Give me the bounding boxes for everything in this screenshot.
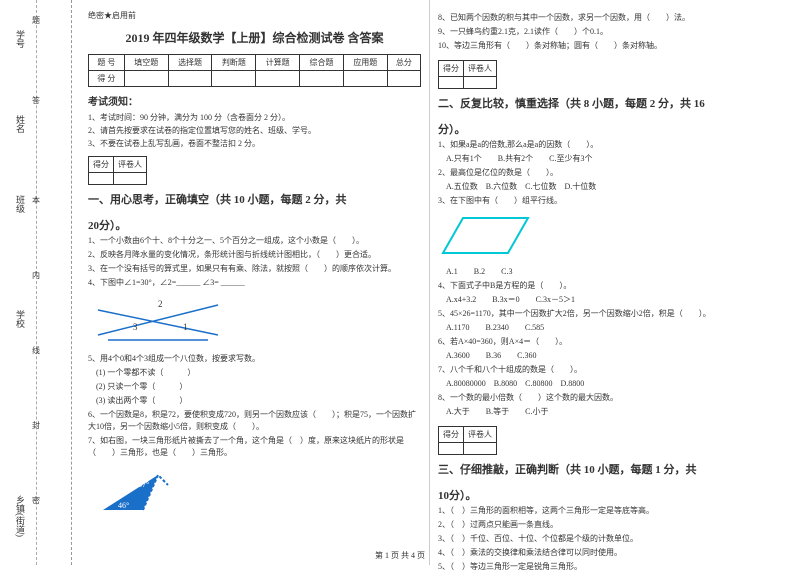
q3-3: 3、（ ）千位、百位、十位、个位都是个级的计数单位。 — [438, 533, 772, 545]
q1-2: 2、反映各月降水量的变化情况，条形统计图与折线统计图相比，（ ）更合适。 — [88, 249, 421, 261]
q2-7o: A.80080000 B.8080 C.80800 D.8800 — [438, 378, 772, 390]
th-7: 总分 — [387, 55, 420, 71]
confidential-label: 绝密★启用前 — [88, 10, 421, 21]
td-0: 得 分 — [89, 71, 125, 87]
th-3: 判断题 — [212, 55, 256, 71]
notice-item: 3、不要在试卷上乱写乱画，卷面不整洁扣 2 分。 — [88, 138, 421, 151]
q2-3o: A.1 B.2 C.3 — [438, 266, 772, 278]
svg-text:1: 1 — [183, 322, 188, 332]
q2-8o: A.大于 B.等于 C.小于 — [438, 406, 772, 418]
table-row: 得 分 — [89, 71, 421, 87]
scorebox-right: 评卷人 — [114, 157, 147, 173]
th-1: 填空题 — [124, 55, 168, 71]
scorebox-right3: 评卷人 — [464, 427, 497, 443]
side-mark-1: 答 — [32, 95, 40, 106]
q2-5o: A.1170 B.2340 C.585 — [438, 322, 772, 334]
scorebox-left3: 得分 — [439, 427, 464, 443]
scorebox-right2: 评卷人 — [464, 61, 497, 77]
binding-sidebar: 学号 姓名 班级 学校 乡镇(街道) 题 答 本 内 线 封 密 — [0, 0, 72, 565]
side-label-class: 班级 — [14, 195, 27, 213]
q1-1: 1、一个小数由6个十、8个十分之一、5个百分之一组成，这个小数是（ ）。 — [88, 235, 421, 247]
th-0: 题 号 — [89, 55, 125, 71]
side-label-xuehao: 学号 — [14, 30, 27, 48]
q2-6: 6、若A×40=360，则A×4＝（ ）。 — [438, 336, 772, 348]
side-label-town: 乡镇(街道) — [14, 495, 27, 537]
score-table: 题 号 填空题 选择题 判断题 计算题 综合题 应用题 总分 得 分 — [88, 54, 421, 87]
section3-title: 三、仔细推敲，正确判断（共 10 小题，每题 1 分，共 — [438, 464, 697, 476]
q1-7: 7、如右图，一块三角形纸片被撕去了一个角，这个角是（ ）度，原来这块纸片的形状是… — [88, 435, 421, 459]
score-mini-box-2: 得分评卷人 — [438, 60, 497, 89]
section1-title: 一、用心思考，正确填空（共 10 小题，每题 2 分，共 — [88, 194, 347, 206]
th-2: 选择题 — [168, 55, 212, 71]
q2-5: 5、45×26=1170，其中一个因数扩大2倍，另一个因数缩小2倍，积是（ ）。 — [438, 308, 772, 320]
side-label-name: 姓名 — [14, 115, 27, 133]
page-footer: 第 1 页 共 4 页 — [375, 550, 425, 561]
score-mini-box-3: 得分评卷人 — [438, 426, 497, 455]
scorebox-left2: 得分 — [439, 61, 464, 77]
right-column: 8、已知两个因数的积与其中一个因数，求另一个因数，用（ ）法。 9、一只蜂鸟约重… — [430, 0, 780, 565]
svg-text:67°: 67° — [138, 480, 149, 489]
side-mark-0: 题 — [32, 15, 40, 26]
q1-4: 4、下图中∠1=30°，∠2=______ ∠3= ______ — [88, 277, 421, 289]
q2-6o: A.3600 B.36 C.360 — [438, 350, 772, 362]
notice-head: 考试须知： — [88, 93, 421, 108]
svg-text:3: 3 — [133, 322, 138, 332]
notice-item: 2、请首先按要求在试卷的指定位置填写您的姓名、班级、学号。 — [88, 125, 421, 138]
section2-title2: 分）。 — [438, 121, 772, 137]
q1-10: 10、等边三角形有（ ）条对称轴；圆有（ ）条对称轴。 — [438, 40, 772, 52]
q1-6: 6、一个因数是8，积是72，要使积变成720，则另一个因数应该（ ）；积是75，… — [88, 409, 421, 433]
q2-4o: A.x4+3.2 B.3x＝0 C.3x－5＞1 — [438, 294, 772, 306]
q2-4: 4、下面式子中B是方程的是（ ）。 — [438, 280, 772, 292]
parallelogram-diagram — [438, 213, 538, 258]
triangle-diagram: 67° 46° — [88, 465, 178, 515]
q1-5: 5、用4个0和4个3组成一个八位数，按要求写数。 — [88, 353, 421, 365]
side-label-school: 学校 — [14, 310, 27, 328]
notice-item: 1、考试时间：90 分钟，满分为 100 分（含卷面分 2 分）。 — [88, 112, 421, 125]
side-mark-3: 内 — [32, 270, 40, 281]
score-mini-box: 得分评卷人 — [88, 156, 147, 185]
side-mark-6: 密 — [32, 495, 40, 506]
q3-2: 2、（ ）过两点只能画一条直线。 — [438, 519, 772, 531]
q1-8: 8、已知两个因数的积与其中一个因数，求另一个因数，用（ ）法。 — [438, 12, 772, 24]
q3-5: 5、（ ）等边三角形一定是锐角三角形。 — [438, 561, 772, 573]
svg-text:46°: 46° — [118, 501, 129, 510]
side-mark-2: 本 — [32, 195, 40, 206]
q1-3: 3、在一个没有括号的算式里，如果只有有乘、除法，就按照（ ）的顺序依次计算。 — [88, 263, 421, 275]
th-5: 综合题 — [300, 55, 344, 71]
side-mark-5: 封 — [32, 420, 40, 431]
q2-1o: A.只有1个 B.共有2个 C.至少有3个 — [438, 153, 772, 165]
q2-1: 1、如果a是a的倍数,那么a是a的因数（ ）。 — [438, 139, 772, 151]
q1-5c: (3) 读出两个零（ ） — [88, 395, 421, 407]
table-row: 题 号 填空题 选择题 判断题 计算题 综合题 应用题 总分 — [89, 55, 421, 71]
q1-9: 9、一只蜂鸟约重2.1克，2.1读作（ ）个0.1。 — [438, 26, 772, 38]
section2-title: 二、反复比较，慎重选择（共 8 小题，每题 2 分，共 16 — [438, 98, 705, 110]
th-4: 计算题 — [256, 55, 300, 71]
scorebox-left: 得分 — [89, 157, 114, 173]
section3-title2: 10分）。 — [438, 487, 772, 503]
q2-3: 3、在下图中有（ ）组平行线。 — [438, 195, 772, 207]
q2-2: 2、最高位是亿位的数是（ ）。 — [438, 167, 772, 179]
svg-text:2: 2 — [158, 299, 163, 309]
page-content: 绝密★启用前 2019 年四年级数学【上册】综合检测试卷 含答案 题 号 填空题… — [80, 0, 792, 565]
q2-2o: A.五位数 B.六位数 C.七位数 D.十位数 — [438, 181, 772, 193]
exam-title: 2019 年四年级数学【上册】综合检测试卷 含答案 — [88, 29, 421, 46]
section1-title2: 20分）。 — [88, 217, 421, 233]
left-column: 绝密★启用前 2019 年四年级数学【上册】综合检测试卷 含答案 题 号 填空题… — [80, 0, 430, 565]
dotted-fold-line — [36, 0, 37, 565]
q3-1: 1、（ ）三角形的面积相等，这两个三角形一定是等底等高。 — [438, 505, 772, 517]
notice-list: 1、考试时间：90 分钟，满分为 100 分（含卷面分 2 分）。 2、请首先按… — [88, 112, 421, 150]
side-mark-4: 线 — [32, 345, 40, 356]
th-6: 应用题 — [343, 55, 387, 71]
q1-5b: (2) 只读一个零（ ） — [88, 381, 421, 393]
angle-diagram: 2 3 1 — [88, 295, 228, 345]
q3-4: 4、（ ）乘法的交换律和乘法结合律可以同时使用。 — [438, 547, 772, 559]
q2-8: 8、一个数的最小倍数（ ）这个数的最大因数。 — [438, 392, 772, 404]
q1-5a: (1) 一个零都不读（ ） — [88, 367, 421, 379]
q2-7: 7、八个千和八个十组成的数是（ ）。 — [438, 364, 772, 376]
